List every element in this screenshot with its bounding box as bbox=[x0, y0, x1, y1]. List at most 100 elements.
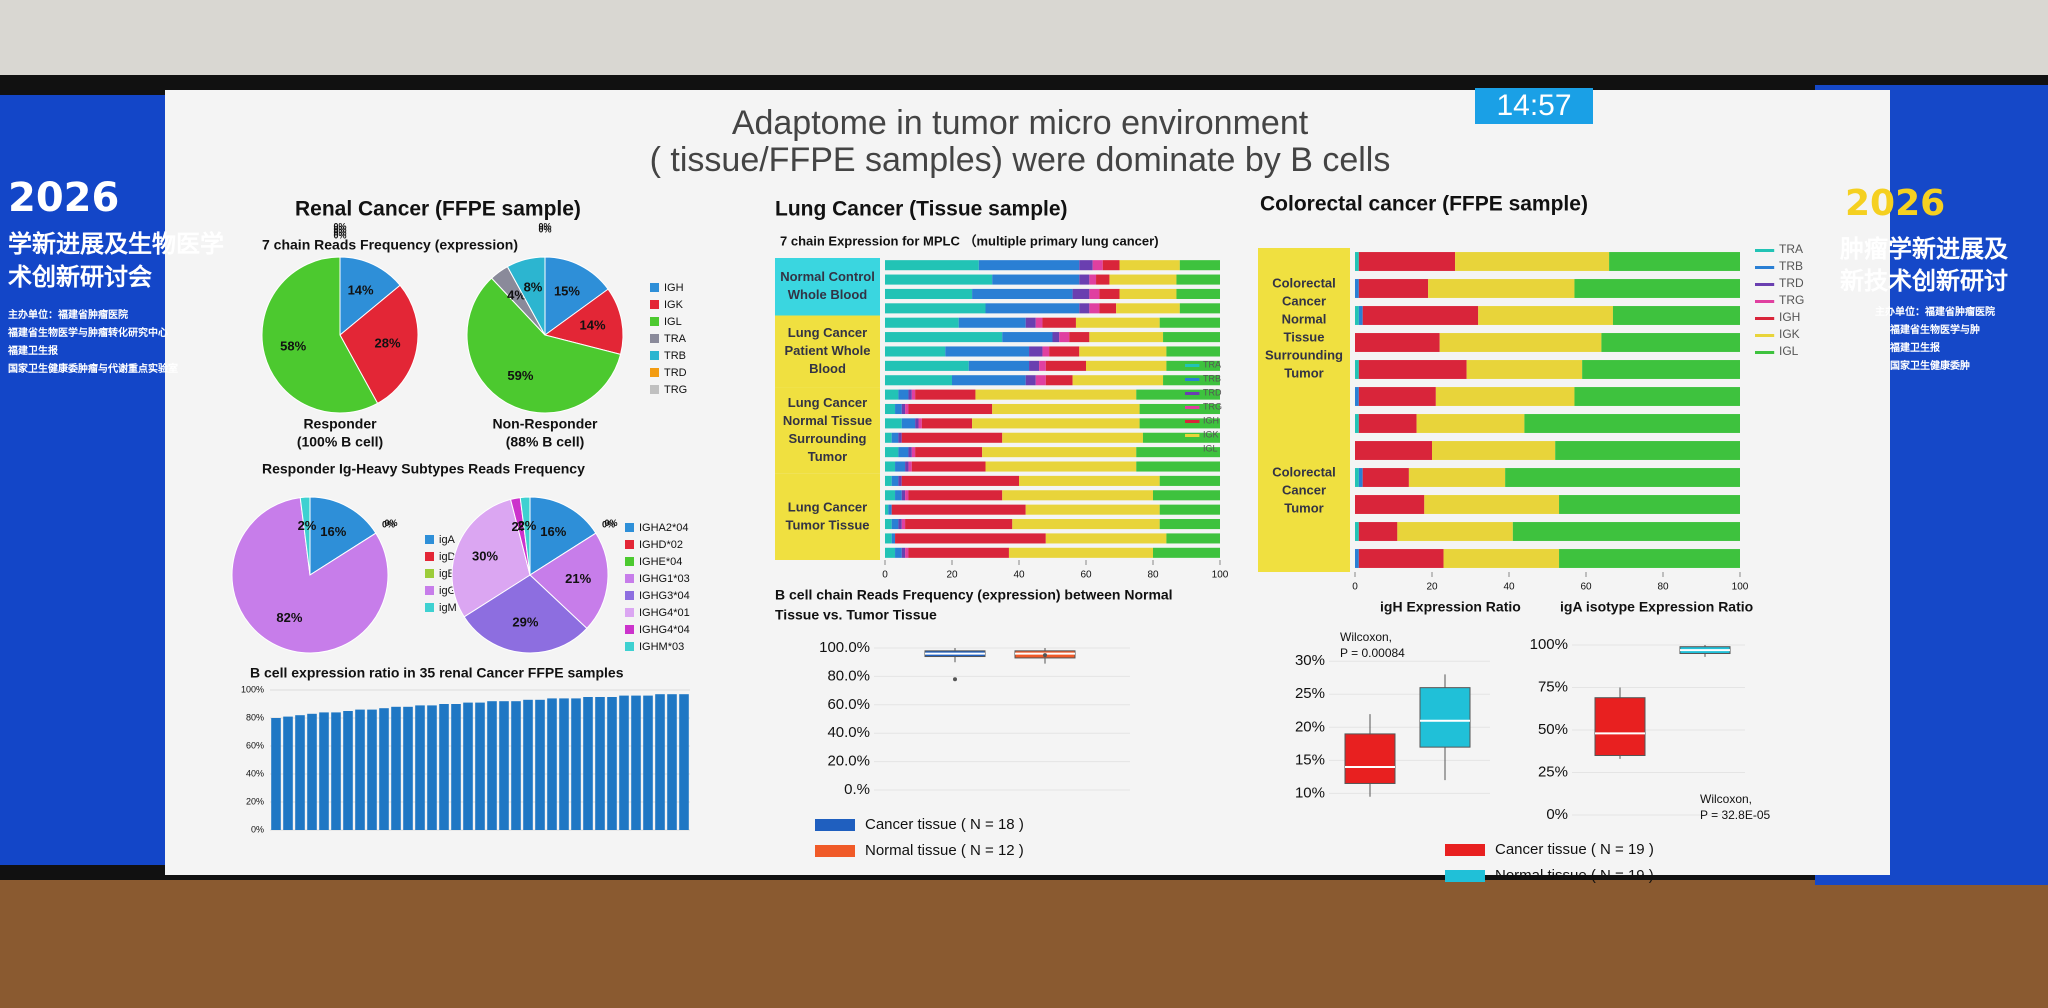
bar-segment bbox=[885, 274, 993, 285]
bar-segment bbox=[1092, 260, 1103, 271]
bar-segment bbox=[885, 317, 959, 328]
x-tick-label: 20 bbox=[1426, 582, 1438, 593]
banner-title: 学新进展及生物医学 bbox=[8, 230, 224, 258]
bar-segment bbox=[885, 504, 889, 515]
group-label: Cancer bbox=[1282, 482, 1326, 497]
bar-segment bbox=[908, 403, 993, 415]
legend-swatch bbox=[1445, 844, 1485, 856]
value-label: 29% bbox=[512, 615, 538, 630]
bar-segment bbox=[1136, 447, 1220, 458]
bar-segment bbox=[1079, 260, 1093, 271]
bar-segment bbox=[1355, 549, 1359, 568]
bar-segment bbox=[1029, 360, 1040, 371]
value-label: 28% bbox=[374, 335, 400, 350]
bar bbox=[295, 715, 305, 830]
legend-label: TRB bbox=[664, 350, 686, 362]
legend-label: IGHG1*03 bbox=[639, 573, 690, 585]
bar bbox=[499, 701, 509, 830]
bar bbox=[391, 706, 401, 830]
legend-swatch bbox=[1185, 364, 1200, 367]
bar-segment bbox=[885, 260, 979, 271]
pie-slice bbox=[299, 496, 311, 576]
pie-slice bbox=[543, 288, 624, 356]
bar-segment bbox=[978, 260, 1080, 271]
section-heading: Lung Cancer (Tissue sample) bbox=[775, 198, 1068, 221]
legend-label: igG bbox=[439, 585, 456, 597]
bar-segment bbox=[885, 490, 896, 501]
legend-label: TRA bbox=[1203, 359, 1221, 369]
legend-swatch bbox=[625, 591, 634, 600]
y-tick-label: 20% bbox=[1295, 718, 1325, 735]
bar-segment bbox=[891, 475, 899, 486]
bar-segment bbox=[1029, 346, 1043, 357]
bar bbox=[367, 709, 377, 830]
pie-name: (100% B cell) bbox=[297, 434, 383, 450]
bar-segment bbox=[1059, 332, 1070, 343]
bar-segment bbox=[1109, 274, 1177, 285]
y-tick-label: 50% bbox=[1538, 721, 1568, 738]
bar-segment bbox=[1099, 303, 1117, 314]
legend-swatch bbox=[625, 608, 634, 617]
legend-swatch bbox=[815, 819, 855, 831]
legend-swatch bbox=[650, 334, 659, 343]
bar bbox=[607, 697, 617, 830]
bar bbox=[283, 716, 293, 830]
x-tick-label: 40 bbox=[1503, 582, 1515, 593]
legend-swatch bbox=[1185, 378, 1200, 381]
legend-swatch bbox=[1445, 870, 1485, 882]
bar-segment bbox=[901, 490, 906, 501]
bar-segment bbox=[911, 447, 916, 458]
legend-label: Cancer tissue ( N = 19 ) bbox=[1495, 841, 1654, 858]
bar-segment bbox=[1035, 317, 1043, 328]
bar-segment bbox=[891, 533, 896, 544]
bar-segment bbox=[1099, 288, 1120, 299]
value-label: 0% bbox=[333, 224, 346, 234]
bar-segment bbox=[1179, 303, 1220, 314]
value-label: 21% bbox=[565, 571, 591, 586]
legend-label: IGHD*02 bbox=[639, 539, 683, 551]
bar-segment bbox=[1524, 414, 1740, 433]
bar-segment bbox=[992, 274, 1080, 285]
bar-segment bbox=[1002, 490, 1153, 501]
bar-segment bbox=[1362, 306, 1479, 325]
legend-swatch bbox=[1185, 448, 1200, 451]
bar-segment bbox=[1355, 360, 1359, 379]
bar-segment bbox=[1355, 414, 1359, 433]
bar-segment bbox=[1358, 279, 1429, 298]
x-tick-label: 80 bbox=[1147, 570, 1159, 581]
bar-segment bbox=[1574, 279, 1740, 298]
legend-swatch bbox=[625, 540, 634, 549]
bar-segment bbox=[1408, 468, 1506, 487]
legend-swatch bbox=[1755, 249, 1775, 252]
value-label: 14% bbox=[579, 317, 605, 332]
group-label: Tumor bbox=[808, 449, 847, 464]
clock: 14:57 bbox=[1496, 89, 1571, 122]
bar-segment bbox=[901, 432, 1003, 443]
legend-swatch bbox=[1185, 392, 1200, 395]
bar-segment bbox=[992, 403, 1140, 415]
legend-swatch bbox=[1755, 283, 1775, 286]
group-label-box bbox=[1258, 248, 1350, 410]
bar-segment bbox=[1601, 333, 1740, 352]
pie-name: Responder bbox=[303, 416, 377, 432]
legend-label: IGHE*04 bbox=[639, 556, 682, 568]
legend-swatch bbox=[1755, 334, 1775, 337]
annotation: Wilcoxon, bbox=[1700, 792, 1752, 806]
bar-segment bbox=[1119, 288, 1177, 299]
bar-segment bbox=[895, 547, 902, 558]
bar-segment bbox=[1096, 274, 1110, 285]
x-tick-label: 0 bbox=[1352, 582, 1358, 593]
pie-slice bbox=[544, 256, 609, 336]
legend-swatch bbox=[650, 317, 659, 326]
bar-segment bbox=[911, 389, 916, 400]
bar bbox=[475, 702, 485, 830]
bar bbox=[655, 694, 665, 830]
bar-segment bbox=[885, 403, 896, 415]
y-tick-label: 10% bbox=[1295, 784, 1325, 801]
y-tick-label: 20.0% bbox=[827, 753, 870, 770]
bar-segment bbox=[888, 504, 892, 515]
bar-segment bbox=[1355, 279, 1359, 298]
group-label: Cancer bbox=[1282, 293, 1326, 308]
bar-segment bbox=[885, 475, 892, 486]
bar-segment bbox=[975, 389, 1137, 400]
